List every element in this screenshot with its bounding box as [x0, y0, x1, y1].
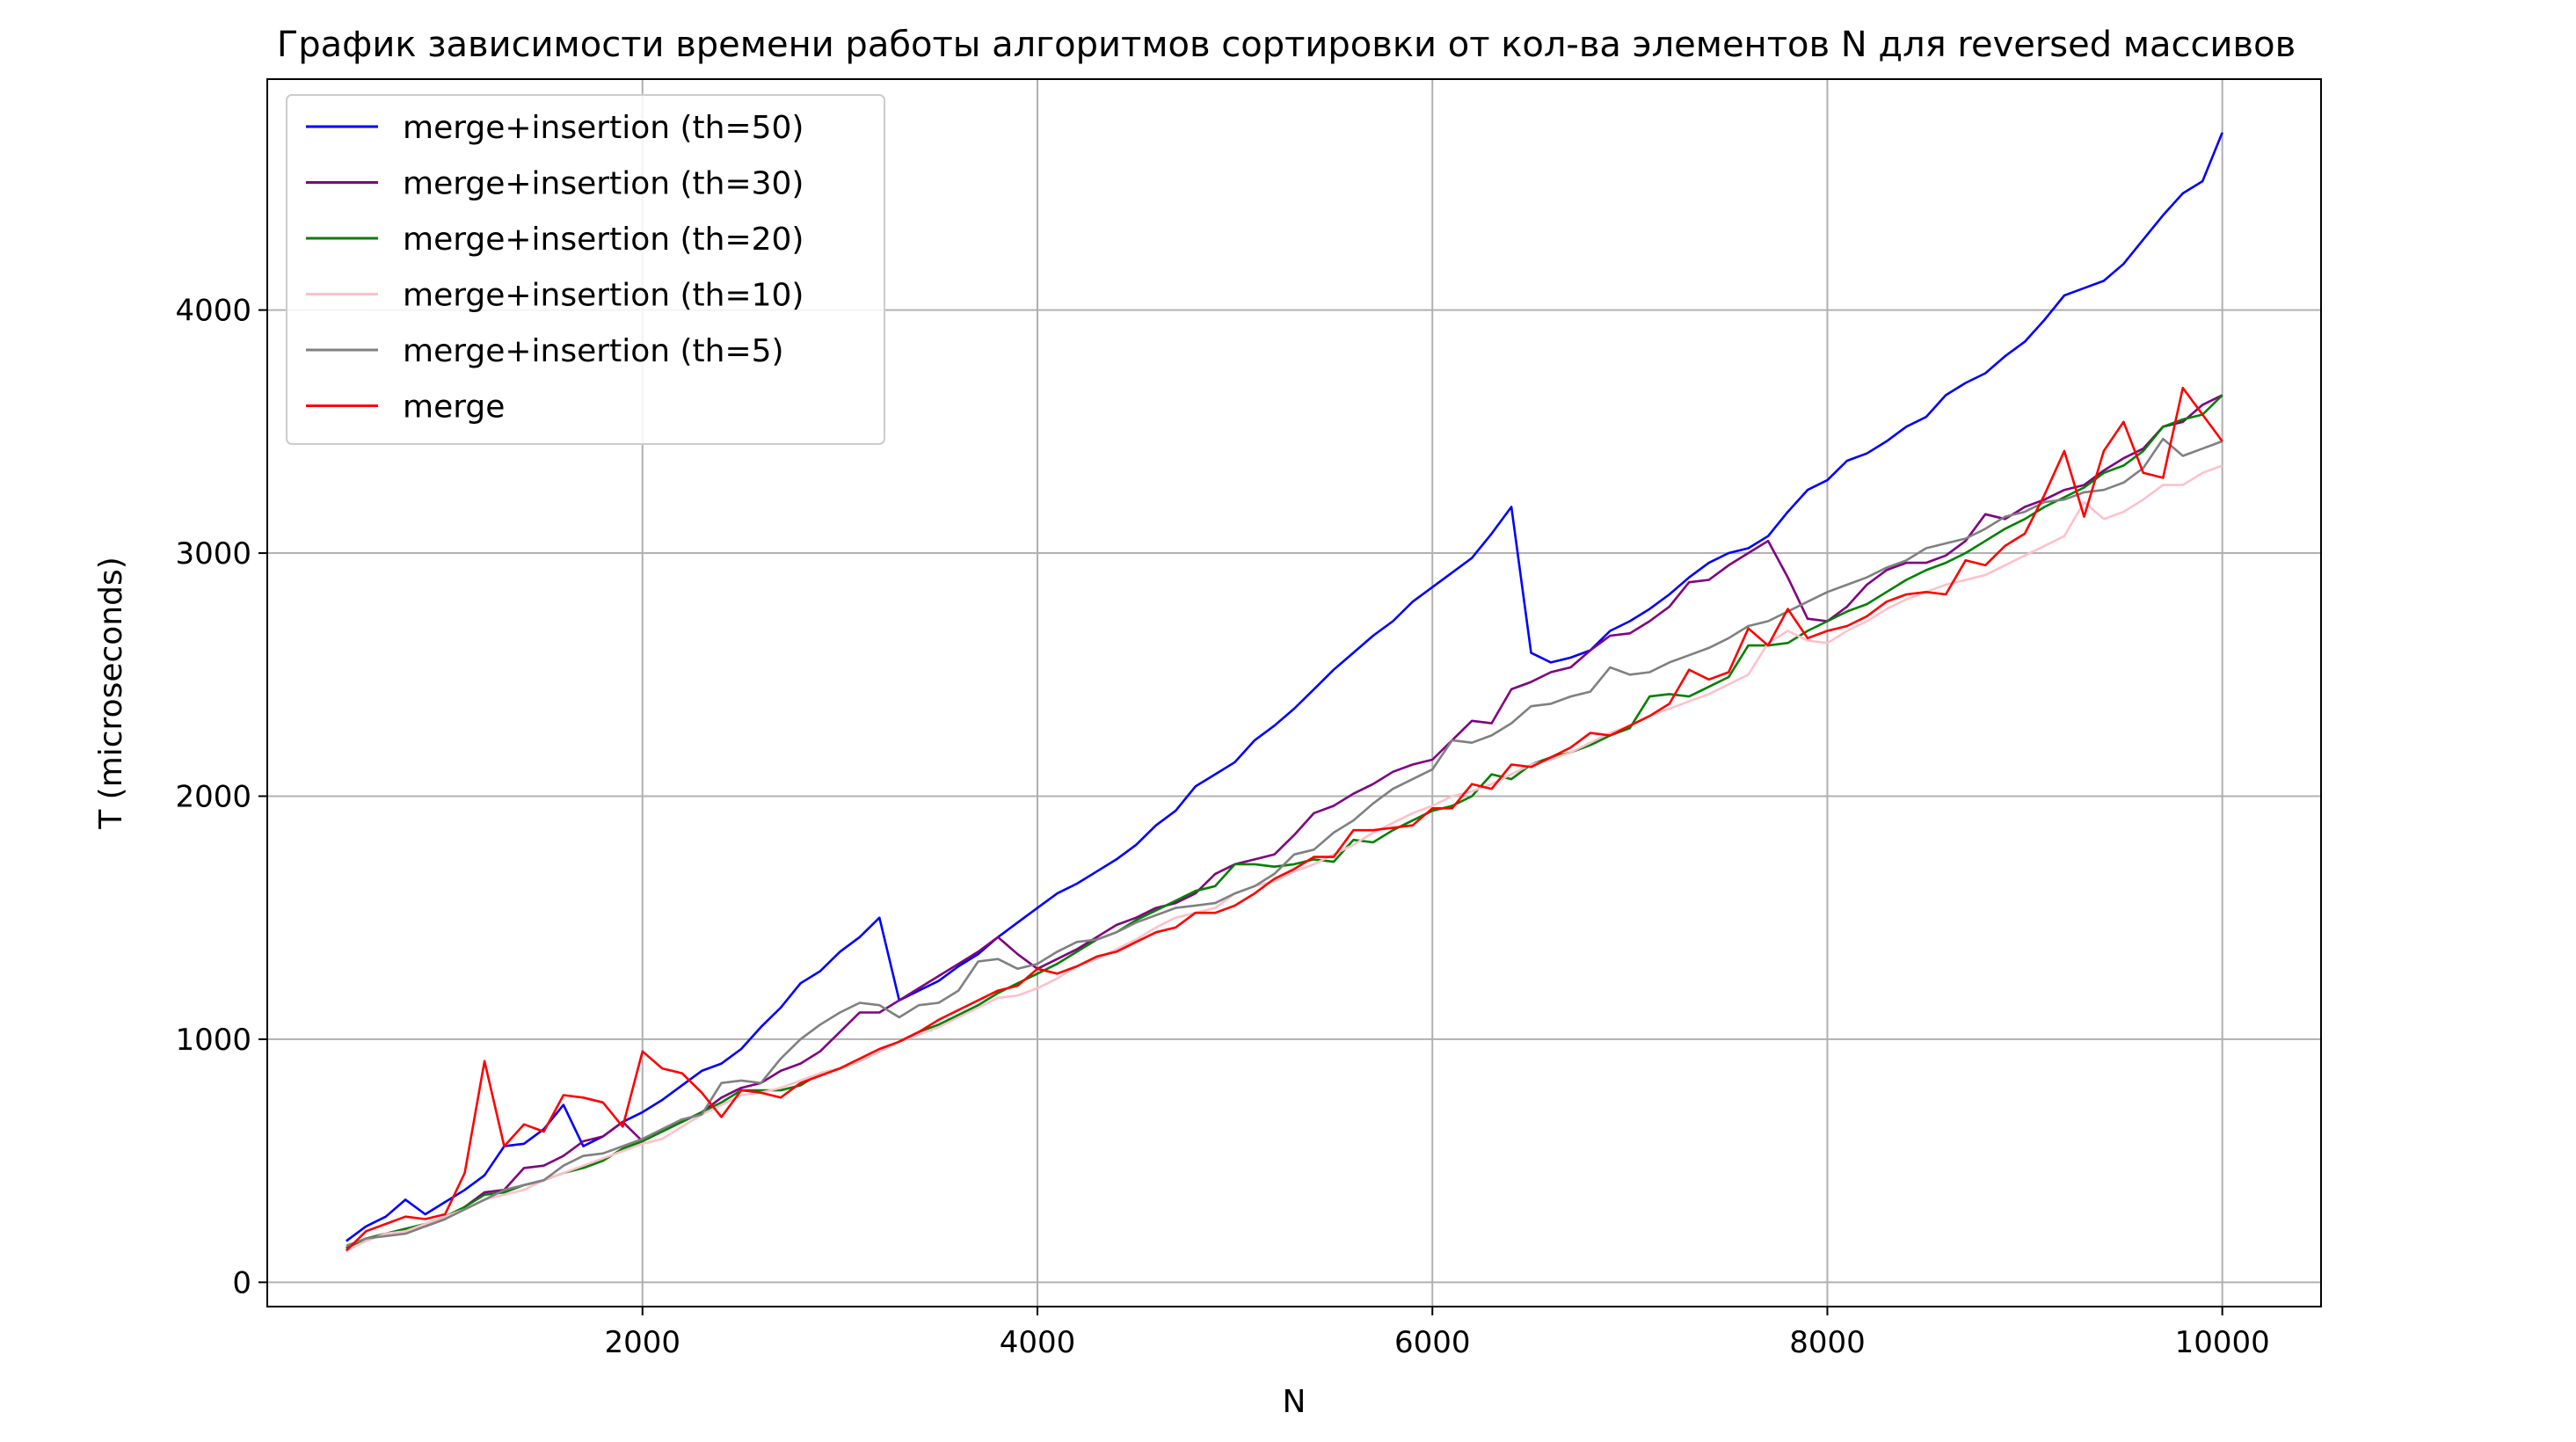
y-tick-label: 2000 [175, 779, 251, 814]
legend-box [286, 94, 885, 445]
x-axis-label: N [1283, 1384, 1306, 1420]
chart-title: График зависимости времени работы алгори… [277, 25, 2296, 65]
series-line [346, 132, 2223, 1242]
x-tick-label: 8000 [1789, 1325, 1866, 1360]
x-tick-label: 10000 [2175, 1325, 2270, 1360]
series-line [345, 386, 2223, 1252]
x-tick-label: 4000 [1000, 1325, 1076, 1360]
grid [267, 79, 2321, 1307]
y-axis: 0 1000 2000 3000 4000 [175, 294, 267, 1300]
legend-label: merge+insertion (th=20) [403, 222, 804, 258]
legend-label: merge [403, 390, 505, 426]
x-tick-label: 2000 [605, 1325, 681, 1360]
x-axis: 2000 4000 6000 8000 10000 [605, 1307, 2270, 1360]
series-line [346, 437, 2223, 1248]
series-line [346, 464, 2223, 1252]
y-tick-label: 3000 [175, 536, 251, 572]
y-axis-label: T (microseconds) [93, 557, 129, 830]
y-tick-label: 0 [232, 1265, 251, 1300]
legend-label: merge+insertion (th=50) [403, 110, 804, 146]
legend-label: merge+insertion (th=5) [403, 333, 784, 369]
legend-label: merge+insertion (th=10) [403, 278, 804, 314]
series-lines [345, 132, 2223, 1252]
x-tick-label: 6000 [1394, 1325, 1471, 1360]
plot-area [266, 78, 2322, 1307]
legend: merge+insertion (th=50) merge+insertion (… [286, 94, 885, 445]
legend-label: merge+insertion (th=30) [403, 166, 804, 202]
y-tick-label: 4000 [175, 294, 251, 329]
y-tick-label: 1000 [175, 1023, 251, 1058]
